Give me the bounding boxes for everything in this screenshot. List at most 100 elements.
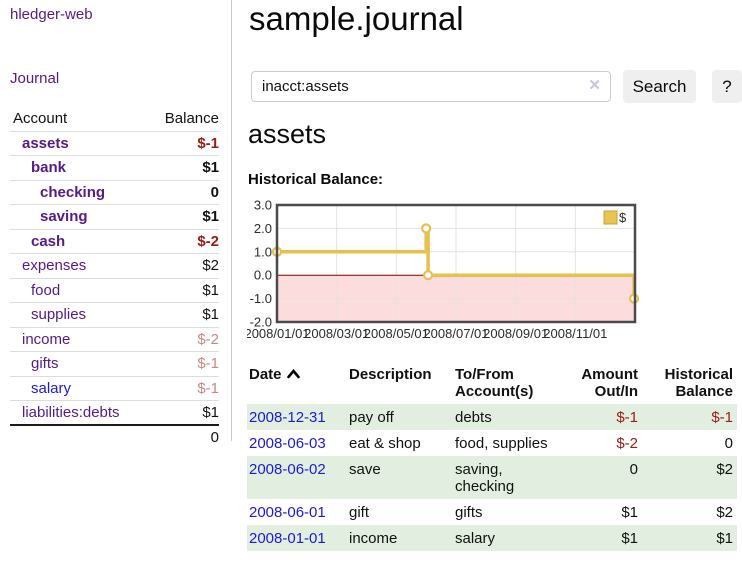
account-link[interactable]: bank (31, 159, 67, 177)
register-date-link[interactable]: 2008-06-02 (249, 461, 326, 478)
register-balance: 0 (724, 435, 733, 452)
account-balance: $1 (149, 277, 219, 303)
account-row: liabilities:debts $1 (10, 400, 219, 425)
account-row: food $1 (10, 277, 219, 303)
register-column-header[interactable]: Historical Balance (664, 366, 733, 400)
account-row: bank $1 (10, 155, 219, 180)
account-row: expenses $2 (10, 253, 219, 278)
account-link[interactable]: checking (40, 183, 106, 201)
register-balance: $2 (716, 504, 733, 521)
app-title-link[interactable]: hledger-web (10, 6, 93, 23)
svg-text:2008/09/01: 2008/09/01 (483, 326, 548, 341)
account-heading: assets (248, 119, 327, 149)
account-link[interactable]: assets (22, 134, 69, 152)
account-balance: $-2 (149, 228, 219, 254)
svg-text:2.0: 2.0 (254, 221, 272, 236)
register-amount: $1 (621, 504, 638, 521)
register-amount: $-1 (616, 409, 638, 426)
sidebar-item-journal[interactable]: Journal (10, 70, 60, 87)
account-balance: $1 (149, 204, 219, 229)
register-balance: $2 (716, 461, 733, 478)
account-link[interactable]: cash (31, 232, 66, 250)
svg-text:2008/01/01: 2008/01/01 (247, 326, 310, 341)
register-row: 2008-06-01 gift gifts $1 $2 (247, 499, 737, 525)
register-accounts: debts (455, 409, 492, 426)
register-table-header: Date Description To/From Account(s) Amount Ou… (247, 363, 737, 404)
register-balance: $-1 (711, 409, 733, 426)
account-row: checking 0 (10, 179, 219, 205)
register-table: Date Description To/From Account(s) Amount Ou… (247, 363, 737, 551)
register-table-body: 2008-12-31 pay off debts $-1 $-1 2008-06-03 ea… (247, 404, 737, 551)
svg-text:$: $ (619, 210, 627, 225)
register-amount: $-2 (616, 435, 638, 452)
register-column-header[interactable]: Amount Out/In (581, 366, 638, 400)
search-form: ✕ Search ? (251, 70, 742, 104)
search-input-wrap: ✕ (251, 71, 611, 102)
accounts-table-body: assets $-1 bank $1 checking 0 saving $1 cash $-2 e… (10, 130, 219, 450)
search-input[interactable] (251, 71, 611, 102)
account-balance: $2 (149, 253, 219, 278)
account-balance: $-2 (149, 326, 219, 352)
account-link[interactable]: gifts (31, 355, 59, 373)
account-balance: 0 (149, 179, 219, 205)
accounts-header-account: Account (13, 109, 68, 127)
svg-text:1.0: 1.0 (254, 244, 272, 259)
account-row: saving $1 (10, 204, 219, 229)
register-accounts: salary (455, 530, 496, 547)
register-amount: 0 (629, 461, 638, 478)
svg-text:-2.0: -2.0 (250, 315, 272, 330)
register-row: 2008-06-03 eat & shop food, supplies $-2 0 (247, 430, 737, 456)
register-description: gift (349, 504, 370, 521)
account-link[interactable]: saving (40, 208, 88, 226)
register-row: 2008-06-02 save saving, checking 0 $2 (247, 456, 737, 499)
account-link[interactable]: expenses (22, 257, 87, 275)
account-balance: $-1 (149, 130, 219, 156)
register-date-link[interactable]: 2008-01-01 (249, 530, 326, 547)
register-row: 2008-01-01 income salary $1 $1 (247, 525, 737, 551)
sidebar: hledger-web Journal Account Balance asse… (0, 0, 232, 450)
account-balance: $-1 (149, 375, 219, 401)
register-date-link[interactable]: 2008-06-01 (249, 504, 326, 521)
register-description: eat & shop (349, 435, 421, 452)
register-accounts: gifts (455, 504, 483, 521)
accounts-total-value: 0 (149, 424, 219, 450)
page-title: sample.journal (249, 0, 464, 37)
register-amount: $1 (621, 530, 638, 547)
svg-text:2008/05/01: 2008/05/01 (364, 326, 429, 341)
account-link[interactable]: salary (31, 379, 72, 397)
account-balance: $-1 (149, 351, 219, 376)
register-row: 2008-12-31 pay off debts $-1 $-1 (247, 404, 737, 430)
accounts-table: Account Balance assets $-1 bank $1 checking 0… (10, 106, 219, 450)
main-content: sample.journal ✕ Search ? assets Histori… (247, 0, 742, 582)
register-date-link[interactable]: 2008-06-03 (249, 435, 326, 452)
clear-search-icon[interactable]: ✕ (588, 77, 601, 94)
account-row: assets $-1 (10, 130, 219, 156)
account-link[interactable]: supplies (31, 306, 87, 324)
register-column-header[interactable]: Date (247, 363, 347, 404)
register-description: save (349, 461, 381, 478)
search-button[interactable]: Search (623, 70, 696, 103)
svg-text:-1.0: -1.0 (250, 291, 272, 306)
svg-text:0.0: 0.0 (254, 268, 272, 283)
account-link[interactable]: liabilities:debts (22, 404, 120, 421)
accounts-table-header: Account Balance (10, 106, 219, 131)
register-column-header[interactable]: Description (349, 366, 432, 383)
account-link[interactable]: income (22, 330, 71, 348)
account-link[interactable]: food (31, 281, 61, 299)
register-date-link[interactable]: 2008-12-31 (249, 409, 326, 426)
register-balance: $1 (716, 530, 733, 547)
historical-balance-chart: 3.0 2.0 1.0 0.0 -1.0 -2.02008/01/012008/03/01… (247, 198, 640, 341)
svg-text:2008/11/01: 2008/11/01 (543, 326, 607, 341)
register-description: income (349, 530, 398, 547)
svg-text:2008/07/01: 2008/07/01 (423, 326, 488, 341)
svg-text:3.0: 3.0 (254, 198, 272, 213)
account-row: gifts $-1 (10, 351, 219, 376)
register-column-header[interactable]: To/From Account(s) (455, 366, 534, 400)
account-balance: $1 (149, 302, 219, 327)
account-row: supplies $1 (10, 302, 219, 327)
accounts-total-row: 0 (10, 424, 219, 450)
account-balance: $1 (149, 400, 219, 425)
accounts-header-balance: Balance (164, 109, 219, 127)
help-button[interactable]: ? (712, 70, 742, 103)
